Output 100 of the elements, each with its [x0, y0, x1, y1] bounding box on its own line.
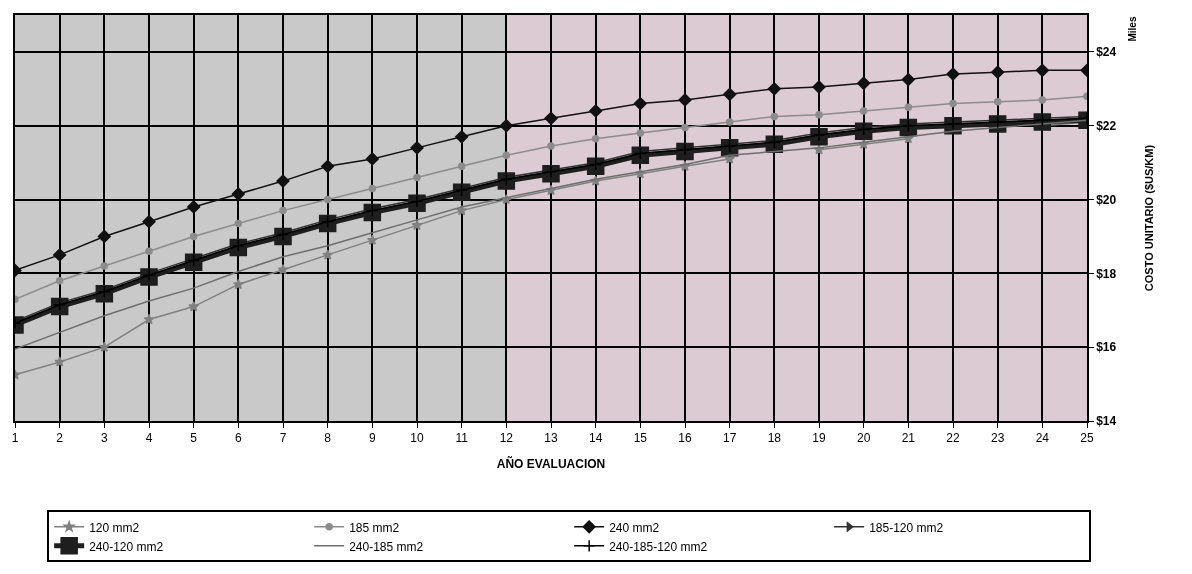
- point: [544, 165, 558, 179]
- point: [499, 119, 513, 133]
- point: [991, 65, 1005, 79]
- y-tick-label: $14: [1096, 414, 1117, 429]
- point: [53, 248, 67, 262]
- y-tick-label: $20: [1096, 192, 1117, 207]
- x-tick-label: 17: [722, 431, 737, 446]
- point: [410, 195, 424, 208]
- point: [188, 300, 200, 312]
- x-tick-label: 9: [368, 431, 376, 446]
- point: [946, 67, 960, 81]
- point: [322, 249, 334, 260]
- point: [767, 82, 781, 96]
- point: [232, 278, 244, 290]
- legend-label: 240-185-120 mm2: [609, 539, 708, 554]
- point: [54, 356, 66, 367]
- point: [681, 123, 689, 132]
- x-tick-label: 15: [633, 431, 648, 446]
- point: [502, 151, 511, 159]
- point: [100, 262, 109, 270]
- point: [411, 219, 423, 231]
- x-tick-label: 20: [856, 431, 871, 446]
- legend-label: 240-120 mm2: [89, 539, 164, 554]
- point: [591, 134, 600, 143]
- point: [857, 76, 871, 90]
- x-tick-label: 11: [455, 431, 469, 446]
- x-tick-label: 21: [901, 431, 916, 446]
- x-tick-label: 10: [410, 431, 424, 446]
- legend-label: 185 mm2: [349, 520, 400, 535]
- y-tick-label: $18: [1096, 266, 1117, 281]
- y-tick-label: $24: [1096, 45, 1117, 60]
- point: [544, 111, 558, 125]
- point: [231, 187, 245, 201]
- x-tick-label: 16: [678, 431, 692, 446]
- point: [589, 104, 603, 118]
- point: [636, 129, 645, 137]
- legend-label: 120 mm2: [89, 520, 140, 535]
- x-tick-label: 24: [1035, 431, 1050, 446]
- point: [547, 142, 555, 150]
- x-axis-title: AÑO EVALUACION: [496, 455, 606, 471]
- x-tick-label: 5: [190, 431, 198, 446]
- point: [323, 195, 332, 204]
- legend-label: 185-120 mm2: [869, 520, 944, 535]
- x-tick-label: 25: [1080, 431, 1094, 446]
- point: [633, 96, 647, 111]
- point: [187, 200, 201, 214]
- point: [815, 110, 823, 119]
- point: [457, 162, 466, 171]
- point: [97, 229, 111, 244]
- point: [770, 112, 779, 121]
- y-tick-label: $22: [1096, 118, 1117, 133]
- point: [142, 268, 156, 282]
- point: [859, 107, 868, 115]
- x-tick-label: 22: [946, 431, 960, 446]
- point: [368, 184, 377, 193]
- x-tick-label: 6: [234, 431, 242, 446]
- x-tick-label: 12: [499, 431, 514, 446]
- x-tick-label: 2: [56, 431, 64, 446]
- point: [904, 103, 913, 112]
- x-tick-label: 13: [544, 431, 558, 446]
- x-tick-label: 7: [279, 431, 287, 446]
- x-tick-label: 3: [100, 431, 108, 446]
- x-tick-label: 8: [324, 431, 332, 446]
- point: [145, 247, 153, 255]
- point: [946, 117, 960, 131]
- point: [276, 174, 290, 188]
- point: [993, 97, 1002, 106]
- point: [189, 232, 198, 241]
- x-tick-label: 18: [767, 431, 782, 446]
- point: [142, 215, 156, 229]
- point: [725, 118, 734, 126]
- point: [410, 141, 424, 155]
- x-tick-label: 4: [145, 431, 153, 446]
- point: [234, 219, 243, 228]
- point: [1038, 96, 1047, 104]
- point: [98, 341, 110, 352]
- point: [143, 313, 155, 325]
- text: Miles: [1126, 16, 1138, 42]
- point: [949, 99, 957, 108]
- legend-label: 240 mm2: [609, 520, 660, 535]
- point: [365, 152, 379, 166]
- x-tick-label: 14: [588, 431, 603, 446]
- x-tick-label: 23: [990, 431, 1005, 446]
- point: [812, 128, 826, 142]
- point: [366, 234, 378, 245]
- legend-label: 240-185 mm2: [349, 539, 424, 554]
- y-tick-label: $16: [1096, 340, 1117, 355]
- point: [678, 93, 692, 107]
- point: [723, 87, 737, 101]
- point: [901, 72, 915, 87]
- point: [279, 206, 287, 215]
- y-axis-title: COSTO UNITARIO ($US/KM): [1143, 144, 1156, 292]
- point: [55, 277, 64, 285]
- x-tick-label: 1: [11, 431, 19, 446]
- x-tick-label: 19: [812, 431, 826, 446]
- point: [812, 80, 826, 94]
- point: [321, 159, 335, 173]
- point: [277, 264, 289, 275]
- point: [1035, 63, 1049, 77]
- point: [413, 173, 421, 182]
